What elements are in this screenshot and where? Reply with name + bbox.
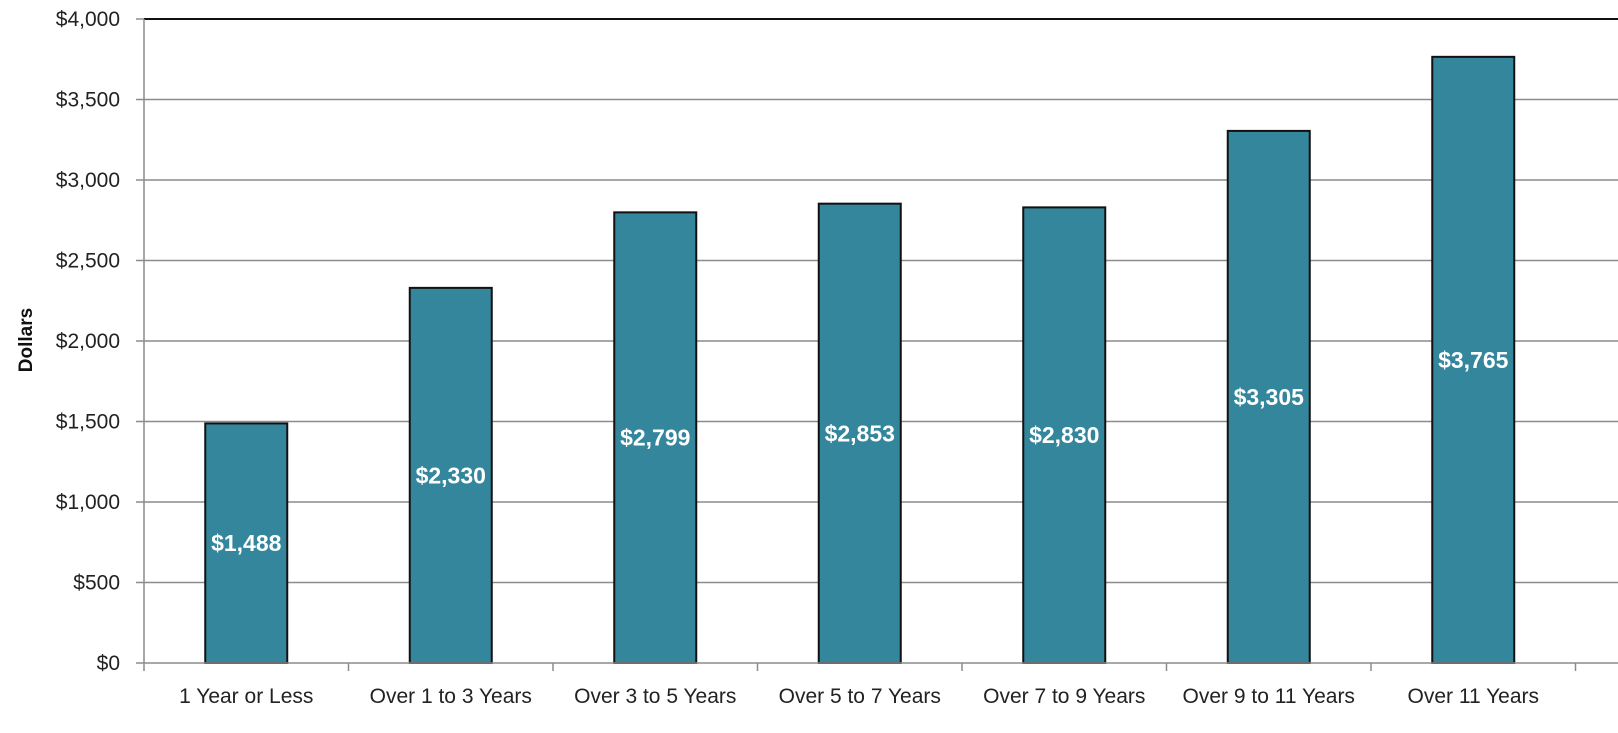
y-tick-label: $0 bbox=[97, 652, 120, 675]
bar bbox=[613, 211, 698, 664]
x-tick-label: Over 9 to 11 Years bbox=[1183, 685, 1355, 708]
bar bbox=[1431, 55, 1516, 664]
bar bbox=[204, 422, 289, 664]
x-tick-label: 1 Year or Less bbox=[179, 685, 313, 708]
data-label: $2,799 bbox=[620, 425, 690, 451]
labels: $0 $500 $1,000 $1,500 $2,000 $2,500 $3,000 $3,5… bbox=[56, 8, 1539, 708]
bars bbox=[204, 55, 1516, 665]
y-tick-label: $3,000 bbox=[56, 169, 120, 192]
y-tick-label: $2,000 bbox=[56, 330, 120, 353]
bar bbox=[1022, 206, 1107, 664]
x-tick-label: Over 3 to 5 Years bbox=[574, 685, 736, 708]
data-label: $3,305 bbox=[1234, 384, 1305, 410]
y-tick-label: $500 bbox=[73, 572, 120, 595]
x-tick-label: Over 11 Years bbox=[1407, 685, 1539, 708]
y-axis-title: Dollars bbox=[16, 308, 37, 372]
data-label: $2,330 bbox=[416, 462, 486, 488]
y-tick-label: $4,000 bbox=[56, 8, 120, 31]
bar bbox=[817, 202, 902, 665]
data-label: $2,853 bbox=[825, 420, 895, 446]
bar bbox=[1226, 129, 1311, 664]
bar bbox=[408, 286, 493, 664]
data-label: $2,830 bbox=[1029, 422, 1099, 448]
x-tick-label: Over 1 to 3 Years bbox=[370, 685, 532, 708]
x-tick-label: Over 5 to 7 Years bbox=[779, 685, 941, 708]
data-label: $3,765 bbox=[1438, 347, 1509, 373]
y-tick-label: $2,500 bbox=[56, 250, 120, 273]
y-tick-label: $1,000 bbox=[56, 491, 120, 514]
data-label: $1,488 bbox=[211, 530, 282, 556]
axes bbox=[136, 18, 1618, 671]
x-tick-label: Over 7 to 9 Years bbox=[983, 685, 1145, 708]
y-tick-label: $1,500 bbox=[56, 411, 120, 434]
y-tick-label: $3,500 bbox=[56, 89, 120, 112]
